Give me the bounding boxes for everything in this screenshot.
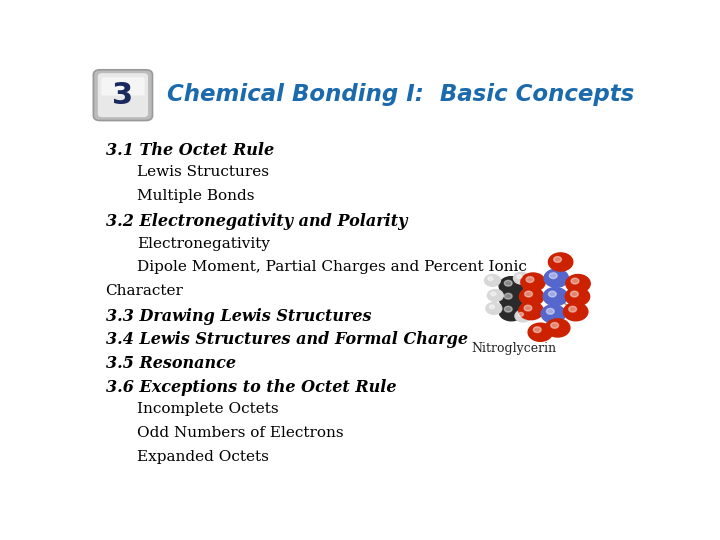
Circle shape: [554, 256, 562, 262]
Circle shape: [571, 278, 579, 284]
Circle shape: [521, 273, 545, 291]
Circle shape: [525, 291, 533, 297]
Text: 3.3 Drawing Lewis Structures: 3.3 Drawing Lewis Structures: [106, 308, 371, 325]
Circle shape: [570, 291, 578, 297]
Text: 3.4 Lewis Structures and Formal Charge: 3.4 Lewis Structures and Formal Charge: [106, 332, 467, 348]
FancyBboxPatch shape: [94, 70, 153, 120]
Circle shape: [526, 276, 534, 282]
FancyBboxPatch shape: [101, 77, 145, 96]
Text: 3.2 Electronegativity and Polarity: 3.2 Electronegativity and Polarity: [106, 213, 407, 230]
Circle shape: [488, 277, 493, 281]
Circle shape: [504, 293, 512, 299]
Text: Nitroglycerin: Nitroglycerin: [472, 342, 557, 355]
Circle shape: [499, 289, 523, 308]
Circle shape: [524, 305, 532, 311]
Circle shape: [519, 301, 543, 320]
Circle shape: [499, 302, 523, 321]
Circle shape: [518, 313, 523, 316]
Text: 3: 3: [112, 80, 133, 110]
Text: Dipole Moment, Partial Charges and Percent Ionic: Dipole Moment, Partial Charges and Perce…: [138, 260, 527, 274]
Circle shape: [490, 305, 495, 309]
Circle shape: [513, 272, 529, 284]
Circle shape: [499, 276, 523, 295]
Circle shape: [486, 302, 502, 314]
Text: 3.1 The Octet Rule: 3.1 The Octet Rule: [106, 141, 274, 159]
Circle shape: [519, 287, 544, 306]
Text: Multiple Bonds: Multiple Bonds: [138, 189, 255, 203]
Circle shape: [491, 292, 496, 296]
Circle shape: [515, 310, 531, 322]
Text: Lewis Structures: Lewis Structures: [138, 165, 269, 179]
Circle shape: [566, 274, 590, 293]
Circle shape: [546, 308, 554, 314]
Circle shape: [549, 253, 573, 271]
Circle shape: [528, 323, 552, 341]
Circle shape: [485, 274, 500, 286]
Circle shape: [517, 275, 522, 279]
Text: Character: Character: [106, 284, 184, 298]
Text: 3.5 Resonance: 3.5 Resonance: [106, 355, 235, 372]
Circle shape: [534, 327, 541, 333]
Circle shape: [504, 280, 512, 286]
Circle shape: [544, 269, 569, 287]
Text: Incomplete Octets: Incomplete Octets: [138, 402, 279, 416]
Circle shape: [551, 322, 559, 328]
Circle shape: [569, 306, 577, 312]
Text: Electronegativity: Electronegativity: [138, 237, 271, 251]
Circle shape: [549, 291, 557, 297]
Circle shape: [543, 287, 567, 306]
Text: Odd Numbers of Electrons: Odd Numbers of Electrons: [138, 426, 344, 440]
Circle shape: [487, 289, 503, 301]
Text: Expanded Octets: Expanded Octets: [138, 450, 269, 464]
FancyBboxPatch shape: [98, 73, 148, 117]
Circle shape: [565, 287, 590, 306]
Circle shape: [541, 305, 565, 323]
Circle shape: [564, 302, 588, 321]
Text: Chemical Bonding I:  Basic Concepts: Chemical Bonding I: Basic Concepts: [167, 83, 634, 106]
Circle shape: [504, 306, 512, 312]
Circle shape: [549, 273, 557, 279]
Circle shape: [546, 319, 570, 337]
Text: 3.6 Exceptions to the Octet Rule: 3.6 Exceptions to the Octet Rule: [106, 379, 396, 396]
